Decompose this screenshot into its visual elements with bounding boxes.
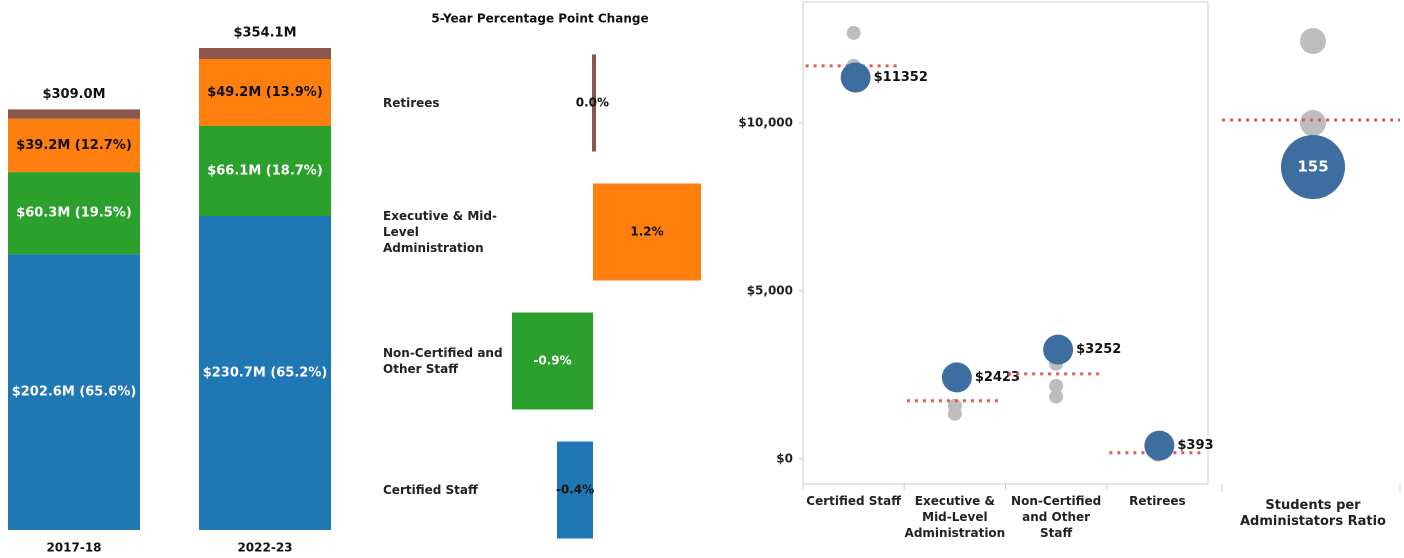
bar-segment — [8, 254, 140, 530]
value-label: $60.3M (19.5%) — [16, 206, 132, 221]
bar-segment — [199, 125, 331, 216]
bar — [592, 54, 596, 152]
y-tick-label: $10,000 — [738, 115, 793, 129]
category-label: Non-Certified and Other Staff — [383, 346, 503, 376]
bar-segment — [199, 59, 331, 126]
comparison-dot — [947, 406, 962, 421]
x-tick-label: Executive & Mid-Level Administration — [904, 494, 1006, 540]
x-tick-label: Non-Certified and Other Staff — [1011, 494, 1102, 540]
bar-segment — [199, 48, 331, 60]
dot — [1144, 430, 1175, 461]
bar-segment — [8, 118, 140, 173]
value-label: $230.7M (65.2%) — [203, 365, 328, 380]
bar — [557, 441, 593, 539]
value-label: $66.1M (18.7%) — [207, 163, 323, 178]
category-label: Certified Staff — [383, 483, 478, 497]
value-label: $2423 — [975, 370, 1020, 385]
value-label: 155 — [1297, 158, 1328, 176]
value-label: -0.4% — [556, 483, 594, 497]
comparison-dot — [1300, 28, 1326, 54]
value-label: $11352 — [874, 70, 928, 85]
value-label: -0.9% — [533, 354, 571, 368]
comparison-dot — [1049, 378, 1064, 393]
value-label: 0.0% — [576, 96, 609, 110]
value-label: $393 — [1177, 438, 1213, 453]
value-label: $49.2M (13.9%) — [207, 85, 323, 100]
axis-label: Students per Administators Ratio — [1239, 498, 1386, 529]
x-tick-label: 2017-18 — [46, 541, 101, 555]
dot — [840, 62, 871, 93]
comparison-dot — [1300, 110, 1326, 136]
x-tick-label: Certified Staff — [806, 494, 901, 508]
comparison-dot — [846, 25, 861, 40]
total-label: $354.1M — [233, 26, 296, 41]
bar — [593, 183, 701, 281]
bubble — [1281, 135, 1345, 199]
value-label: $3252 — [1076, 342, 1121, 357]
total-label: $309.0M — [42, 87, 105, 102]
bar-segment — [8, 109, 140, 119]
chart-title: 5-Year Percentage Point Change — [431, 12, 648, 26]
dot — [1043, 334, 1074, 365]
value-label: $202.6M (65.6%) — [12, 385, 137, 400]
comparison-dot — [1049, 389, 1064, 404]
value-label: 1.2% — [630, 225, 663, 239]
bar-segment — [199, 215, 331, 531]
y-tick-label: $0 — [776, 451, 793, 465]
bar-segment — [8, 172, 140, 255]
value-label: $39.2M (12.7%) — [16, 138, 132, 153]
category-label: Executive & Mid-Level Administration — [383, 209, 497, 255]
category-label: Retirees — [383, 96, 440, 110]
x-tick-label: Retirees — [1129, 494, 1186, 508]
dot — [941, 362, 972, 393]
x-tick-label: 2022-23 — [237, 541, 292, 555]
bar — [512, 312, 593, 410]
y-tick-label: $5,000 — [747, 283, 793, 297]
